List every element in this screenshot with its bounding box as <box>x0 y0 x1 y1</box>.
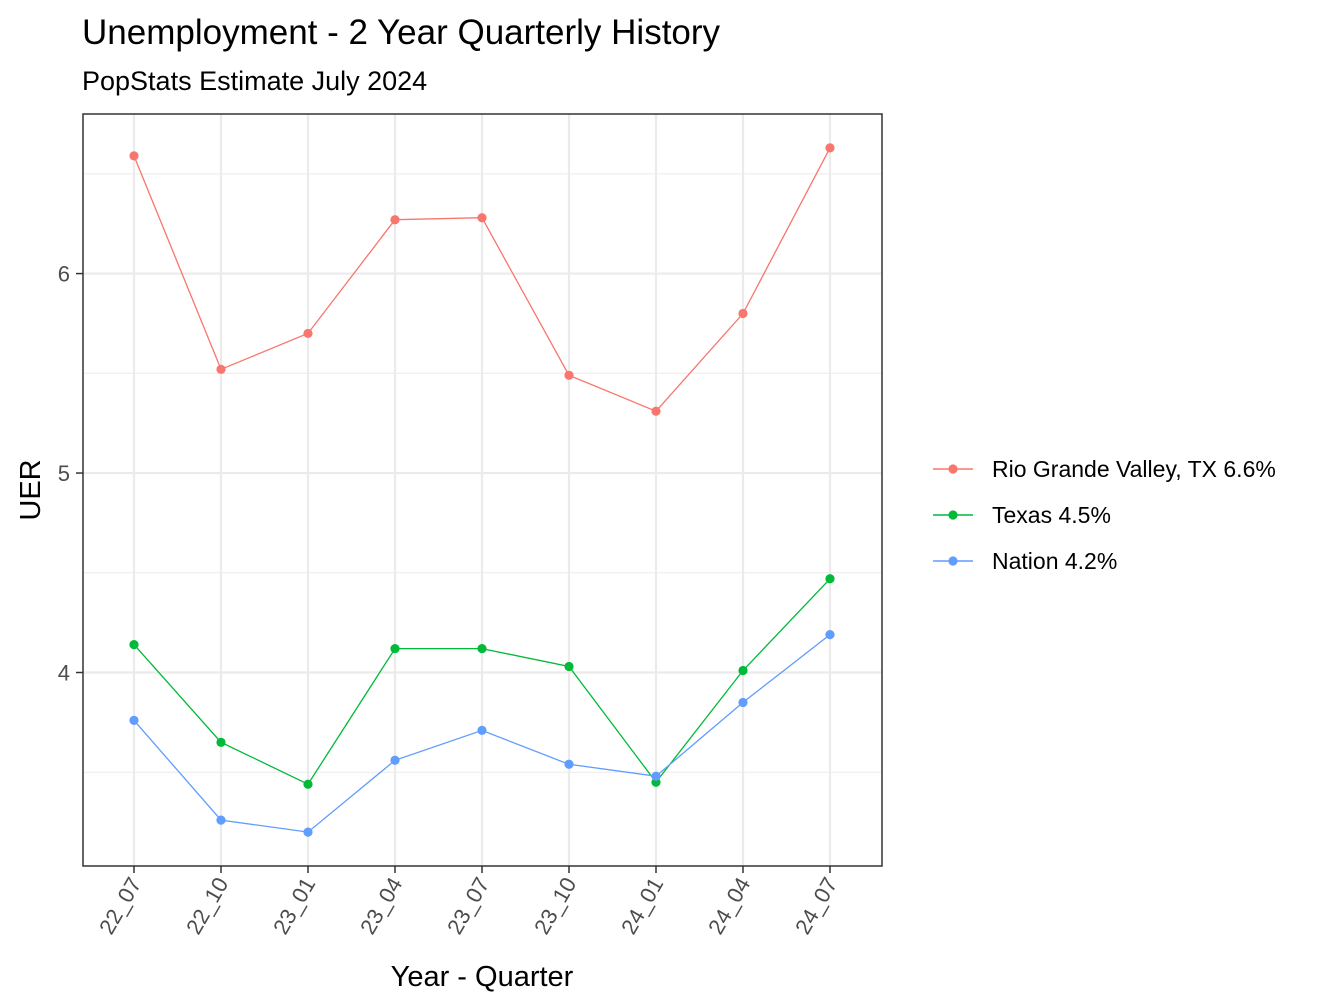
data-point <box>738 308 748 319</box>
x-tick-label: 23_10 <box>529 873 581 938</box>
data-point <box>216 815 226 825</box>
x-axis-title: Year - Quarter <box>391 961 574 993</box>
data-point <box>390 755 400 765</box>
data-point <box>216 737 226 747</box>
major-gridlines <box>83 114 882 866</box>
x-tick-label: 23_04 <box>355 873 407 938</box>
data-point <box>216 364 226 374</box>
legend-label: Nation 4.2% <box>992 548 1117 574</box>
data-point <box>738 665 748 676</box>
legend-item: Texas 4.5% <box>933 502 1111 528</box>
data-point <box>303 827 313 837</box>
x-tick-label: 24_07 <box>790 873 842 938</box>
data-point <box>738 697 748 708</box>
data-point <box>825 574 835 584</box>
x-axis: 22_07 22_10 23_01 23_04 23_07 23_10 24_01 24_04… <box>94 866 842 938</box>
data-point <box>825 143 835 153</box>
x-tick-label: 22_07 <box>94 873 146 938</box>
y-axis-title: UER <box>15 459 47 520</box>
data-point <box>477 643 487 654</box>
data-point <box>303 779 313 789</box>
legend: Rio Grande Valley, TX 6.6% Texas 4.5% Nati… <box>933 456 1276 574</box>
data-point <box>564 370 574 380</box>
legend-label: Texas 4.5% <box>992 502 1111 528</box>
x-tick-label: 22_10 <box>181 873 233 938</box>
legend-item: Rio Grande Valley, TX 6.6% <box>933 456 1276 482</box>
legend-label: Rio Grande Valley, TX 6.6% <box>992 456 1276 482</box>
y-tick-label: 5 <box>58 461 70 486</box>
legend-key-point <box>948 556 958 566</box>
series-2 <box>129 630 835 837</box>
data-point <box>390 215 400 225</box>
legend-item: Nation 4.2% <box>933 548 1117 574</box>
plot-panel <box>82 113 883 867</box>
data-point <box>390 643 400 654</box>
y-tick-label: 4 <box>58 661 70 686</box>
legend-key-point <box>948 510 958 520</box>
series-layer <box>129 143 835 837</box>
legend-key-point <box>948 464 958 474</box>
chart-title: Unemployment - 2 Year Quarterly History <box>82 13 721 52</box>
data-point <box>303 328 313 339</box>
y-tick-label: 6 <box>58 262 70 287</box>
data-point <box>651 771 661 781</box>
data-point <box>477 213 487 223</box>
data-point <box>477 725 487 735</box>
y-axis: 4 5 6 <box>58 262 83 686</box>
data-point <box>651 406 661 416</box>
data-point <box>129 715 139 725</box>
chart-subtitle: PopStats Estimate July 2024 <box>82 66 427 96</box>
data-point <box>564 661 574 672</box>
x-tick-label: 23_07 <box>442 873 494 938</box>
data-point <box>129 151 139 161</box>
data-point <box>564 759 574 769</box>
x-tick-label: 24_04 <box>703 873 755 938</box>
data-point <box>825 630 835 640</box>
series-0 <box>129 143 835 416</box>
data-point <box>129 639 139 650</box>
x-tick-label: 24_01 <box>616 873 668 938</box>
x-tick-label: 23_01 <box>268 873 320 938</box>
